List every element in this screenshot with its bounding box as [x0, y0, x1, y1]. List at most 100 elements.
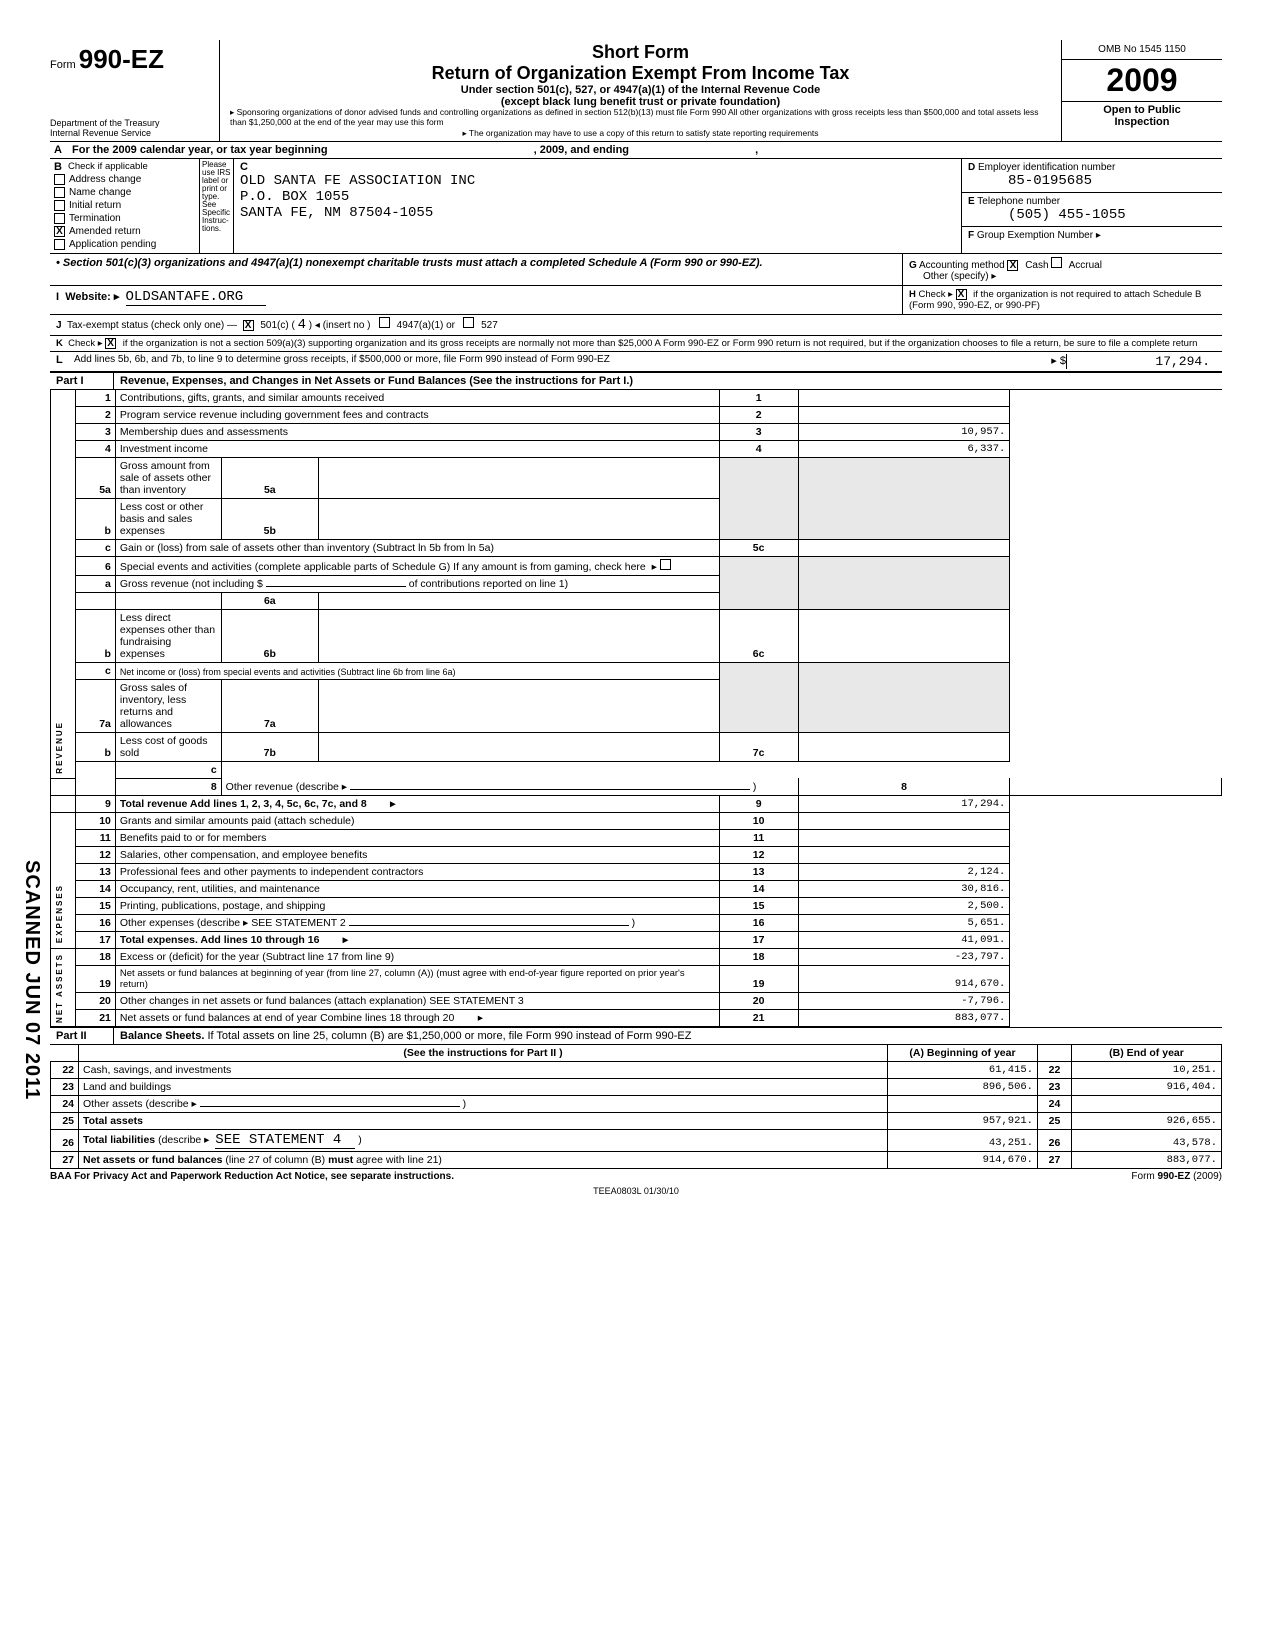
part1-table: REVENUE 1Contributions, gifts, grants, a… — [50, 390, 1222, 1028]
bs23: Land and buildings — [79, 1079, 888, 1096]
l14: Occupancy, rent, utilities, and maintena… — [115, 880, 719, 897]
form-990ez: Form 990-EZ Department of the Treasury I… — [50, 40, 1222, 1196]
b-checkbox[interactable] — [54, 200, 65, 211]
open-public-1: Open to Public — [1062, 104, 1222, 116]
line-k: K Check ▸ if the organization is not a s… — [50, 336, 1222, 352]
l7b: Less cost of goods sold — [115, 732, 221, 761]
f-arrow: ▸ — [1096, 230, 1101, 241]
l9: Total revenue Add lines 1, 2, 3, 4, 5c, … — [120, 798, 367, 810]
vlabel-netassets: NET ASSETS — [55, 951, 64, 1025]
label-b: B — [54, 161, 68, 173]
j-527: 527 — [481, 320, 498, 331]
b-checkbox[interactable] — [54, 213, 65, 224]
k-checkbox[interactable] — [105, 338, 116, 349]
form-number: 990-EZ — [79, 44, 164, 74]
form-label: Form — [50, 59, 76, 71]
section-c: Please use IRS label or print or type. S… — [200, 159, 962, 253]
line-a-mid: , 2009, and ending — [534, 144, 629, 156]
bs22a: 61,415. — [888, 1062, 1038, 1079]
b-checkbox[interactable] — [54, 187, 65, 198]
l-value: 17,294. — [1066, 354, 1216, 369]
e-value: (505) 455-1055 — [968, 207, 1126, 223]
b-item-label: Amended return — [69, 226, 141, 237]
g-accrual: Accrual — [1069, 260, 1102, 271]
l4: Investment income — [115, 440, 719, 457]
bs26: (describe ▸ SEE STATEMENT 4 ) — [158, 1134, 362, 1146]
j-num: 4 — [298, 317, 306, 333]
line-a: A For the 2009 calendar year, or tax yea… — [50, 142, 1222, 159]
j-501c-checkbox[interactable] — [243, 320, 254, 331]
b-heading: Check if applicable — [68, 161, 148, 173]
j-527-checkbox[interactable] — [463, 317, 474, 328]
amt-8 — [1010, 778, 1222, 795]
l10: Grants and similar amounts paid (attach … — [115, 812, 719, 829]
label-e: E — [968, 196, 975, 207]
line-j: J Tax-exempt status (check only one) — 5… — [50, 315, 1222, 336]
k-text: Check ▸ — [68, 338, 102, 349]
b-item-label: Initial return — [69, 200, 121, 211]
return-title: Return of Organization Exempt From Incom… — [226, 63, 1055, 84]
amt-3: 10,957. — [798, 423, 1010, 440]
part2-header: Part II Balance Sheets. If Total assets … — [50, 1027, 1222, 1045]
org-addr2: SANTA FE, NM 87504-1055 — [240, 205, 955, 221]
section-def: D Employer identification number 85-0195… — [962, 159, 1222, 253]
bs25b: 926,655. — [1072, 1113, 1222, 1130]
h-checkbox[interactable] — [956, 289, 967, 300]
e-title: Telephone number — [977, 196, 1060, 207]
bs27a: 914,670. — [888, 1152, 1038, 1169]
line-a-text: For the 2009 calendar year, or tax year … — [72, 144, 328, 156]
j-4947: 4947(a)(1) or — [397, 320, 455, 331]
f-title: Group Exemption Number — [977, 230, 1093, 241]
line-a-end: , — [755, 144, 758, 156]
please-note: Please use IRS label or print or type. S… — [200, 159, 234, 253]
bs26b: 43,578. — [1072, 1130, 1222, 1152]
l5a: Gross amount from sale of assets other t… — [115, 457, 221, 498]
amt-16: 5,651. — [798, 914, 1010, 931]
footer-form: Form 990-EZ (2009) — [1131, 1171, 1222, 1182]
l-arrow: ▸ $ — [1026, 354, 1066, 369]
amt-6c — [798, 609, 1010, 662]
colB-hdr: (B) End of year — [1072, 1045, 1222, 1062]
footer-baa: BAA For Privacy Act and Paperwork Reduct… — [50, 1171, 454, 1182]
amt-7c — [798, 732, 1010, 761]
bs23a: 896,506. — [888, 1079, 1038, 1096]
bs24b — [1072, 1096, 1222, 1113]
l6c2: Net income or (loss) from special events… — [115, 662, 719, 679]
dept-irs: Internal Revenue Service — [50, 129, 213, 139]
label-i: I — [56, 291, 59, 303]
l17: Total expenses. Add lines 10 through 16 — [120, 934, 320, 946]
j-4947-checkbox[interactable] — [379, 317, 390, 328]
amt-17: 41,091. — [798, 931, 1010, 948]
b-checkbox[interactable] — [54, 239, 65, 250]
j-insert: ◂ (insert no ) — [315, 320, 371, 331]
header-row: Form 990-EZ Department of the Treasury I… — [50, 40, 1222, 142]
part1-label: Part I — [50, 373, 114, 389]
part1-header: Part I Revenue, Expenses, and Changes in… — [50, 372, 1222, 390]
amt-18: -23,797. — [798, 948, 1010, 965]
bs22b: 10,251. — [1072, 1062, 1222, 1079]
l-text: Add lines 5b, 6b, and 7b, to line 9 to d… — [74, 354, 1026, 369]
l5c: Gain or (loss) from sale of assets other… — [115, 539, 719, 556]
bs24: Other assets (describe ▸ — [83, 1098, 197, 1110]
l6-checkbox[interactable] — [660, 559, 671, 570]
l13: Professional fees and other payments to … — [115, 863, 719, 880]
label-a: A — [50, 142, 68, 158]
part1-title: Revenue, Expenses, and Changes in Net As… — [114, 373, 1222, 389]
amt-13: 2,124. — [798, 863, 1010, 880]
g-cash-checkbox[interactable] — [1007, 260, 1018, 271]
g-accrual-checkbox[interactable] — [1051, 257, 1062, 268]
i-value: OLDSANTAFE.ORG — [126, 289, 266, 306]
l19: Net assets or fund balances at beginning… — [115, 965, 719, 992]
b-checkbox[interactable] — [54, 174, 65, 185]
colA-hdr: (A) Beginning of year — [888, 1045, 1038, 1062]
b-item-label: Address change — [69, 174, 141, 185]
section-g: G Accounting method Cash Accrual Other (… — [902, 254, 1222, 285]
copy-note: ▸ The organization may have to use a cop… — [226, 128, 1055, 139]
b-checkbox[interactable] — [54, 226, 65, 237]
org-name: OLD SANTA FE ASSOCIATION INC — [240, 173, 955, 189]
l5b: Less cost or other basis and sales expen… — [115, 498, 221, 539]
g-other: Other (specify) ▸ — [909, 271, 996, 282]
g-cash: Cash — [1025, 260, 1048, 271]
line-l: L Add lines 5b, 6b, and 7b, to line 9 to… — [50, 352, 1222, 372]
omb-number: OMB No 1545 1150 — [1062, 40, 1222, 60]
